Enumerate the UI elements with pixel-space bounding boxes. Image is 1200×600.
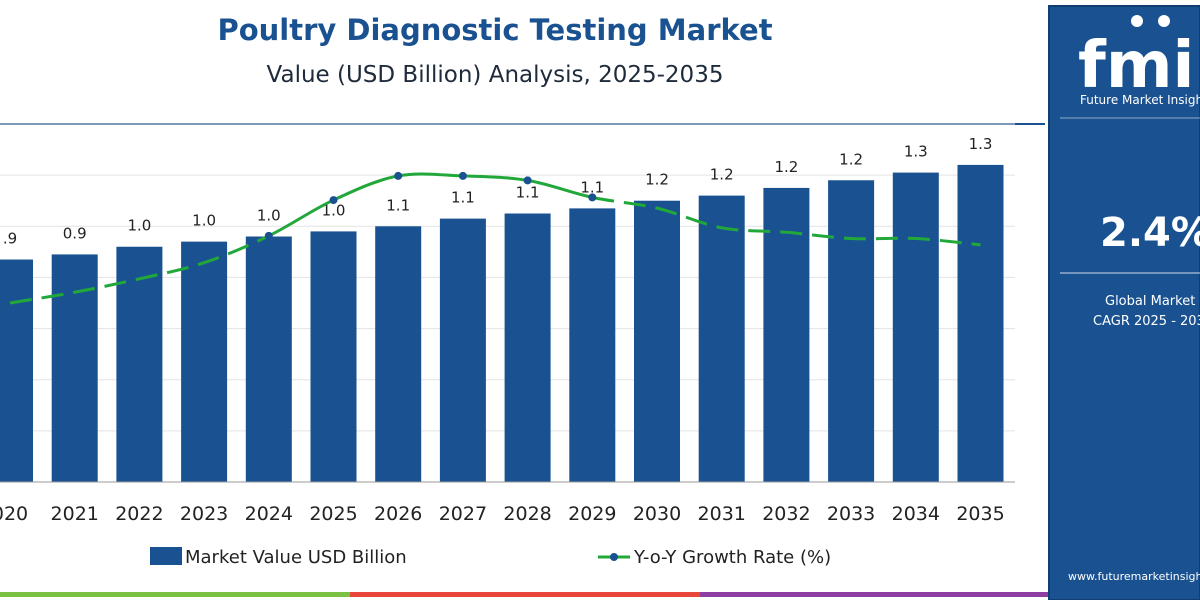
legend-bar-swatch [150,547,182,565]
bar [698,195,745,482]
bar [569,208,616,482]
bar-value-label: 1.0 [192,212,216,230]
bar [0,259,33,482]
cagr-value: 2.4% [1100,210,1200,256]
x-tick-label: 2034 [892,503,940,525]
bar-value-label: 1.3 [904,143,928,161]
bar-value-label: 1.0 [127,217,151,235]
growth-point [394,171,403,180]
bar-value-label: 1.0 [257,207,281,225]
cagr-label-line2: CAGR 2025 - 2035 [1093,314,1200,329]
website-url: www.futuremarketinsights.com [1068,570,1200,583]
bar [957,164,1004,482]
bar [504,213,551,482]
bar-value-label: 1.0 [322,201,346,219]
bar-series [0,164,1004,483]
x-tick-label: 2028 [503,503,551,525]
growth-point [588,193,597,202]
x-tick-label: 2029 [568,503,616,525]
x-tick-label: 2035 [956,503,1004,525]
x-tick-label: 2026 [374,503,422,525]
bar [828,180,875,482]
legend-line-label: Y-o-Y Growth Rate (%) [633,547,831,568]
growth-line-segment [268,172,593,238]
bar-data-labels: .9 0.9 1.0 1.0 1.0 1.0 1.1 1.1 1.1 1.1 1.2 1.2 1.2 1.… [3,135,993,248]
chart-title: Poultry Diagnostic Testing Market [217,13,772,47]
x-tick-label: 2033 [827,503,875,525]
bottom-strip-segment [0,592,350,597]
chart-subtitle: Value (USD Billion) Analysis, 2025-2035 [267,62,724,88]
bar [116,246,163,482]
logo-globe-icon [1158,15,1170,27]
bar [892,172,939,483]
x-tick-label: 2027 [439,503,487,525]
bar-value-label: .9 [3,230,17,248]
bar-value-label: 1.2 [839,150,863,168]
x-tick-label: 2031 [698,503,746,525]
x-tick-label: 2023 [180,503,228,525]
side-panel: fmi Future Market Insights 2.4% Global M… [1048,5,1200,600]
bar [375,226,422,482]
x-tick-label: 2032 [762,503,810,525]
growth-line-series [9,171,981,305]
bar [763,187,810,482]
bar [181,241,228,482]
x-tick-label: 2030 [633,503,681,525]
bar [634,200,680,482]
bar-value-label: 1.1 [386,196,410,214]
side-panel-background [1049,6,1200,600]
bar-value-label: 1.1 [580,178,604,196]
bar [245,236,292,482]
bar [439,218,486,482]
x-tick-label: 2025 [309,503,357,525]
bar-value-label: 0.9 [63,224,87,242]
bar-value-label: 1.2 [710,166,734,184]
growth-point [329,196,338,205]
bar-value-label: 1.2 [645,171,669,189]
side-panel-border [1048,5,1200,600]
bottom-strip-segment [349,592,700,597]
brand-name: Future Market Insights [1080,93,1200,107]
brand-logo: fmi [1078,29,1194,103]
growth-line-segment [9,234,270,305]
bar-value-label: 1.1 [451,189,475,207]
bottom-color-strip [0,592,1049,597]
x-tick-label: 2021 [51,503,99,525]
logo-globe-icon [1131,15,1143,27]
x-axis-ticks: 020 2021 2022 2023 2024 2025 2026 2027 2028 2029 2… [0,503,1005,525]
growth-point [523,176,532,185]
x-tick-label: 2024 [245,503,293,525]
bottom-strip-segment [699,592,1049,597]
legend-bar-label: Market Value USD Billion [185,547,407,568]
x-tick-label: 020 [0,503,28,525]
bar-value-label: 1.1 [516,184,540,202]
legend: Market Value USD Billion Y-o-Y Growth Ra… [150,547,831,568]
x-tick-label: 2022 [115,503,163,525]
bar-value-label: 1.2 [774,158,798,176]
legend-line-marker [610,553,618,561]
growth-point [458,171,467,180]
bar-value-label: 1.3 [969,135,993,153]
cagr-label-line1: Global Market [1105,294,1195,309]
growth-line-segment [591,195,981,247]
bar [310,231,357,482]
growth-point [264,231,273,240]
